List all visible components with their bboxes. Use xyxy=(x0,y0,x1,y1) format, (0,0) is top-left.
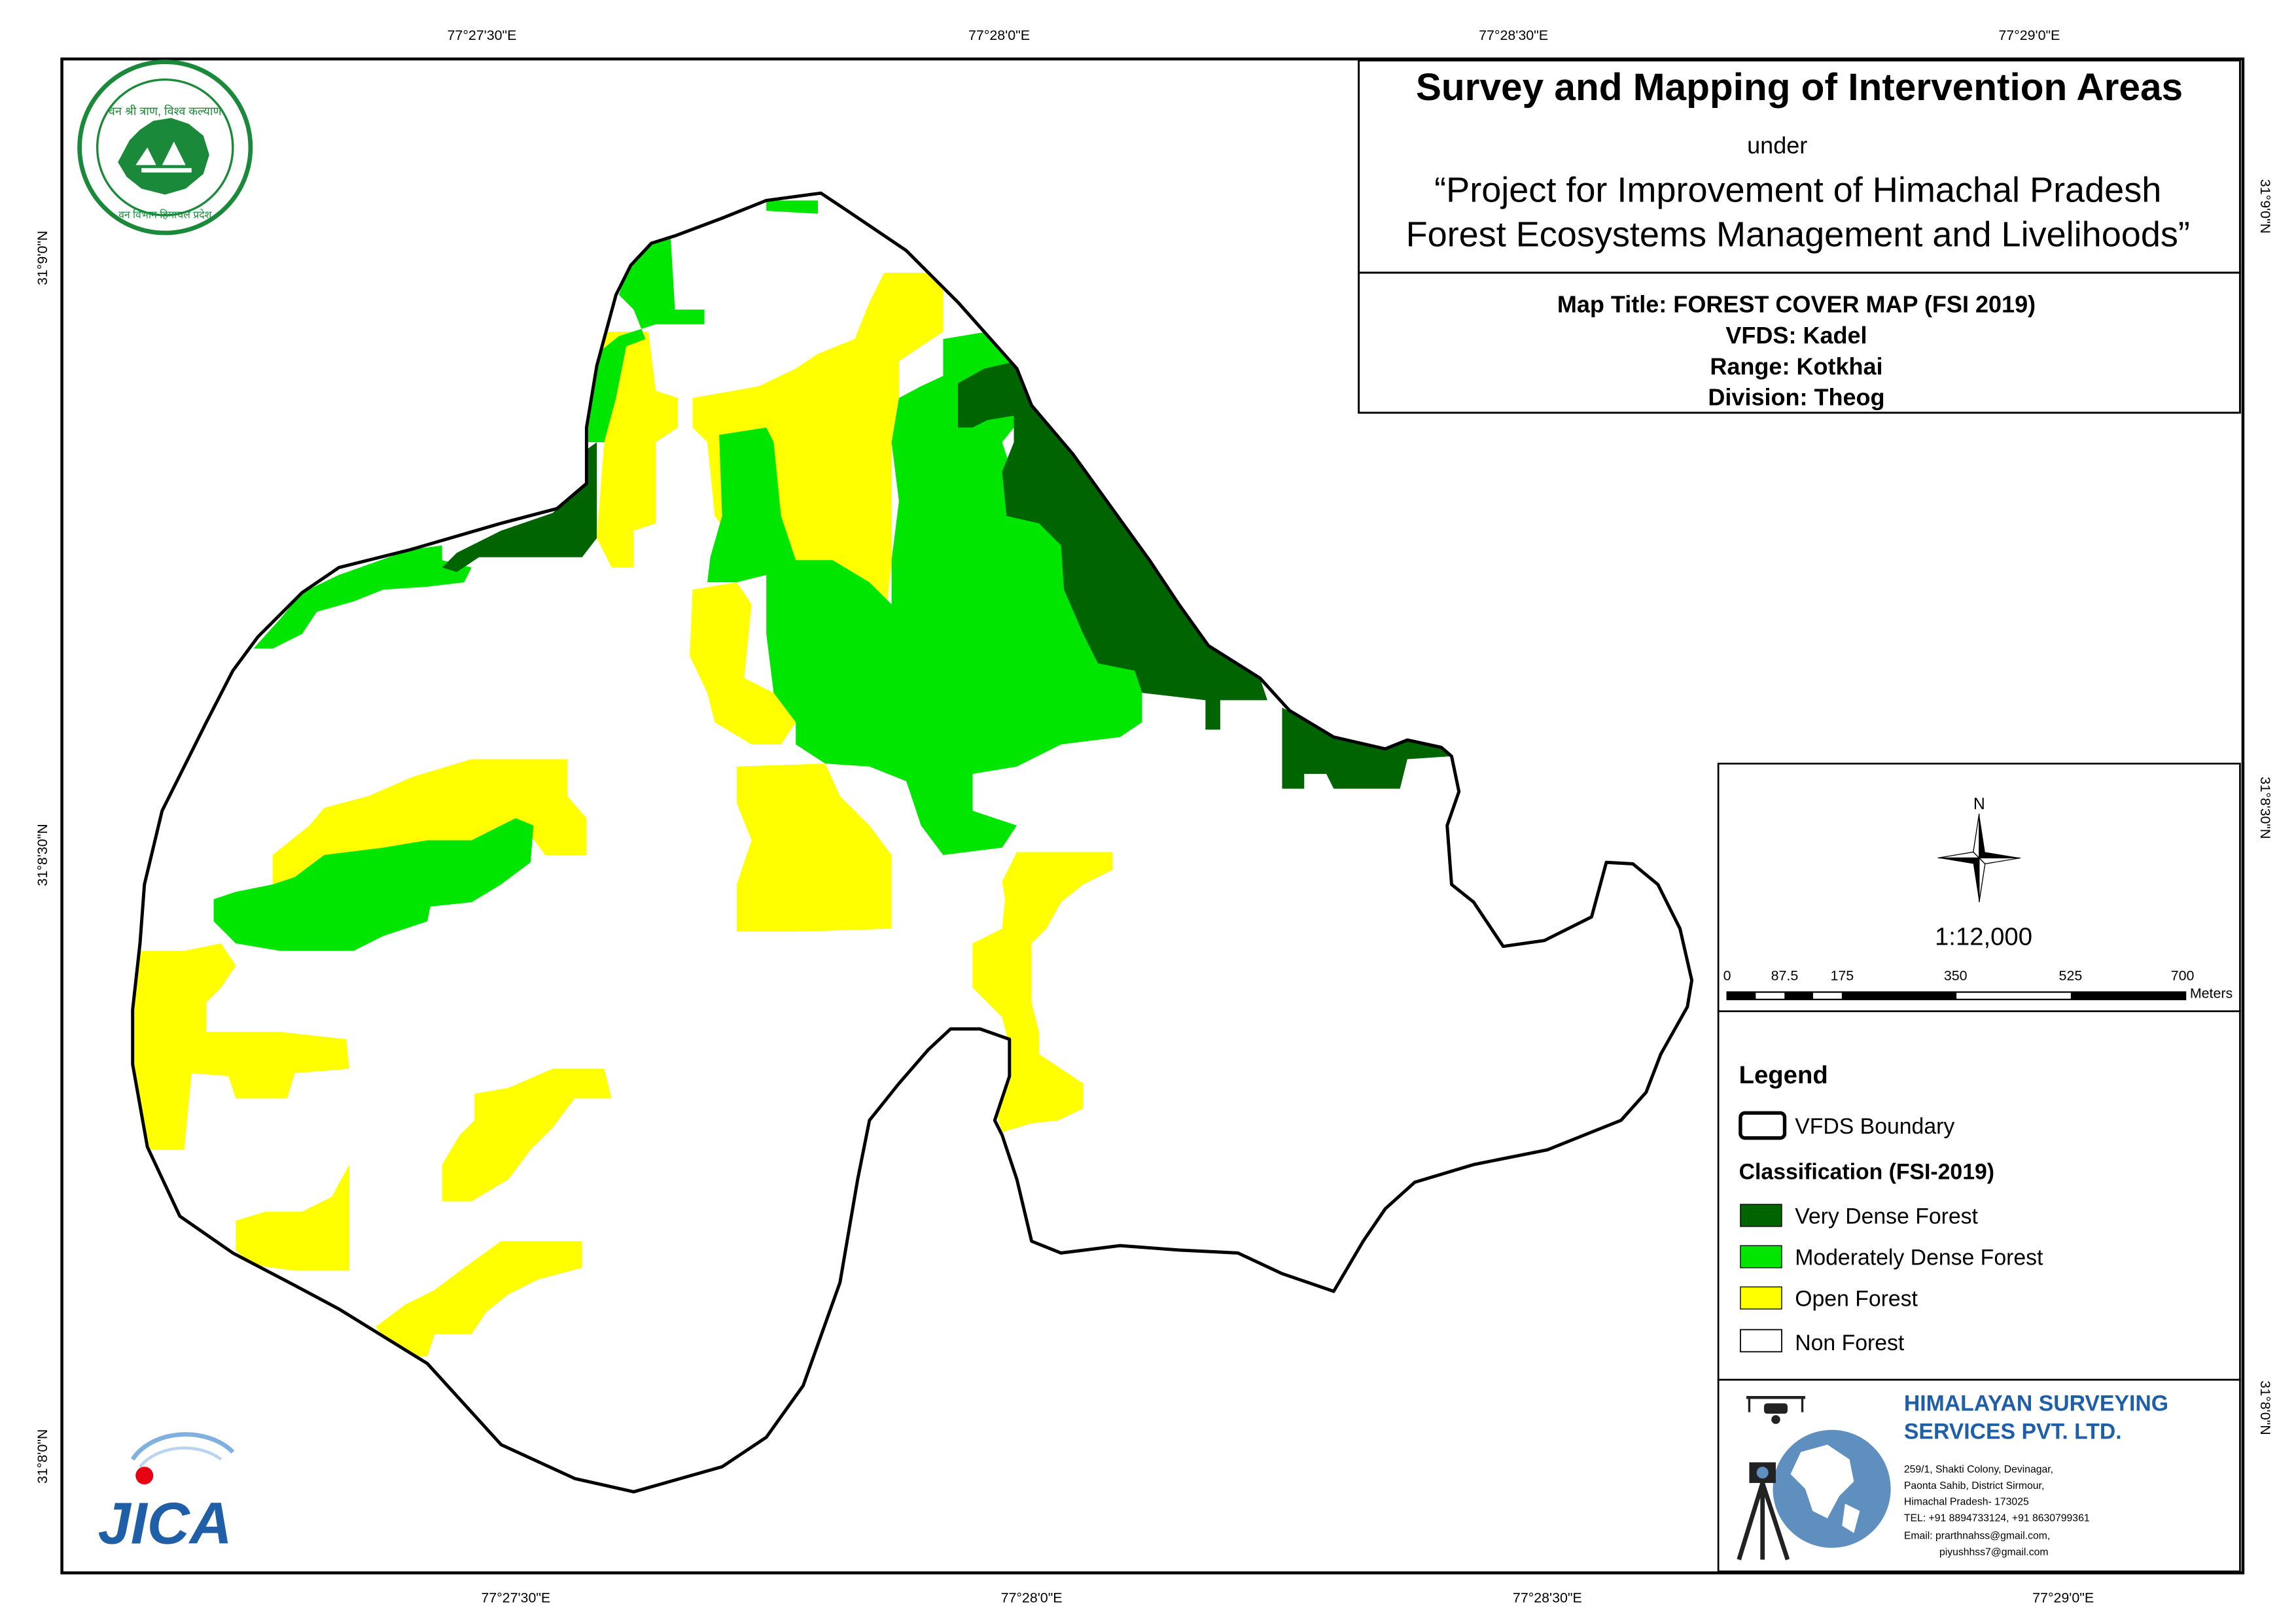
graticule-top: 77°27'30"E 77°28'0"E 77°28'30"E 77°29'0"… xyxy=(448,27,2060,43)
company-address-line: Paonta Sahib, District Sirmour, xyxy=(1904,1480,2044,1492)
company-name-line-2: SERVICES PVT. LTD. xyxy=(1904,1419,2122,1444)
company-email-2[interactable]: piyushhss7@gmail.com xyxy=(1939,1546,2049,1558)
legend-swatch-very-dense xyxy=(1740,1204,1782,1227)
project-line-1: “Project for Improvement of Himachal Pra… xyxy=(1434,171,2161,210)
graticule-label: 77°28'30"E xyxy=(1513,1590,1582,1605)
graticule-label: 31°9'0"N xyxy=(2257,179,2273,234)
company-address-line: 259/1, Shakti Colony, Devinagar, xyxy=(1904,1464,2053,1475)
division-name: Division: Theog xyxy=(1708,384,1884,411)
scale-tick: 700 xyxy=(2171,968,2195,984)
moderately-dense-area xyxy=(213,200,1142,951)
main-title: Survey and Mapping of Intervention Areas xyxy=(1416,66,2183,109)
graticule-label: 77°29'0"E xyxy=(2032,1590,2094,1605)
graticule-label: 77°29'0"E xyxy=(1998,27,2060,43)
company-name-line-1: HIMALAYAN SURVEYING xyxy=(1904,1391,2168,1416)
graticule-label: 77°28'0"E xyxy=(968,27,1030,43)
project-line-2: Forest Ecosystems Management and Livelih… xyxy=(1406,215,2190,254)
map-title: Map Title: FOREST COVER MAP (FSI 2019) xyxy=(1557,291,2036,318)
graticule-right: 31°9'0"N 31°8'30"N 31°8'0"N xyxy=(2257,179,2273,1435)
hp-forest-logo-dept: वन विभाग हिमाचल प्रदेश xyxy=(118,209,211,221)
graticule-label: 31°8'0"N xyxy=(35,1429,50,1484)
legend: Legend VFDS Boundary Classification (FSI… xyxy=(1717,1010,2241,1381)
scale-unit: Meters xyxy=(2190,986,2233,1002)
legend-swatch-moderately-dense xyxy=(1740,1245,1782,1268)
graticule-label: 77°28'0"E xyxy=(1001,1590,1063,1605)
legend-label-open: Open Forest xyxy=(1795,1287,1918,1312)
company-block: HIMALAYAN SURVEYING SERVICES PVT. LTD. 2… xyxy=(1717,1378,2241,1573)
graticule-bottom: 77°27'30"E 77°28'0"E 77°28'30"E 77°29'0"… xyxy=(481,1590,2094,1605)
legend-label-non-forest: Non Forest xyxy=(1795,1331,1905,1355)
vfds-boundary xyxy=(131,191,1694,1493)
north-arrow-icon: N xyxy=(1937,795,2021,903)
graticule-label: 31°8'30"N xyxy=(35,824,50,886)
graticule-label: 77°27'30"E xyxy=(481,1590,550,1605)
graticule-label: 31°8'30"N xyxy=(2257,777,2273,839)
scale-tick: 0 xyxy=(1723,968,1731,984)
company-phone: TEL: +91 8894733124, +91 8630799361 xyxy=(1904,1513,2090,1524)
scale-tick: 525 xyxy=(2059,968,2083,984)
company-logo xyxy=(1737,1395,1891,1561)
legend-swatch-non-forest xyxy=(1740,1329,1782,1353)
scale-tick: 350 xyxy=(1944,968,1968,984)
graticule-label: 77°28'30"E xyxy=(1479,27,1548,43)
title-block: Survey and Mapping of Intervention Areas… xyxy=(1358,59,2241,274)
scale-tick: 87.5 xyxy=(1771,968,1799,984)
scale-ratio: 1:12,000 xyxy=(1935,922,2032,951)
legend-heading: Legend xyxy=(1739,1061,1828,1089)
graticule-label: 77°27'30"E xyxy=(448,27,517,43)
legend-swatch-boundary xyxy=(1739,1111,1787,1140)
hp-forest-logo: वन श्री त्राण, विश्व कल्याण वन विभाग हिम… xyxy=(77,60,253,236)
north-label: N xyxy=(1973,795,1985,813)
title-under: under xyxy=(1747,131,1807,158)
graticule-label: 31°9'0"N xyxy=(35,231,50,285)
legend-swatch-open xyxy=(1740,1286,1782,1310)
jica-logo: JICA xyxy=(98,1432,235,1556)
tripod-camera-icon xyxy=(1737,1462,1790,1561)
company-address-line: Himachal Pradesh- 173025 xyxy=(1904,1497,2029,1508)
graticule-label: 31°8'0"N xyxy=(2257,1380,2273,1435)
scale-block: N 1:12,000 0 87.5 175 350 525 700 Meters xyxy=(1717,762,2241,1013)
legend-label-very-dense: Very Dense Forest xyxy=(1795,1204,1978,1229)
scale-bar xyxy=(1726,991,2187,1000)
vfds-name: VFDS: Kadel xyxy=(1725,322,1867,349)
map-info-block: Map Title: FOREST COVER MAP (FSI 2019) V… xyxy=(1358,271,2241,414)
scale-tick: 175 xyxy=(1830,968,1854,984)
jica-logo-text: JICA xyxy=(98,1490,232,1556)
range-name: Range: Kotkhai xyxy=(1710,353,1882,379)
company-email-1[interactable]: Email: prarthnahss@gmail.com, xyxy=(1904,1531,2050,1542)
legend-classification-heading: Classification (FSI-2019) xyxy=(1739,1160,1994,1185)
drone-icon xyxy=(1746,1395,1806,1424)
legend-label-moderately-dense: Moderately Dense Forest xyxy=(1795,1245,2043,1270)
hp-forest-logo-motto: वन श्री त्राण, विश्व कल्याण xyxy=(109,104,222,118)
legend-label-boundary: VFDS Boundary xyxy=(1795,1114,1954,1139)
very-dense-area xyxy=(442,361,1452,789)
graticule-left: 31°9'0"N 31°8'30"N 31°8'0"N xyxy=(35,231,50,1484)
